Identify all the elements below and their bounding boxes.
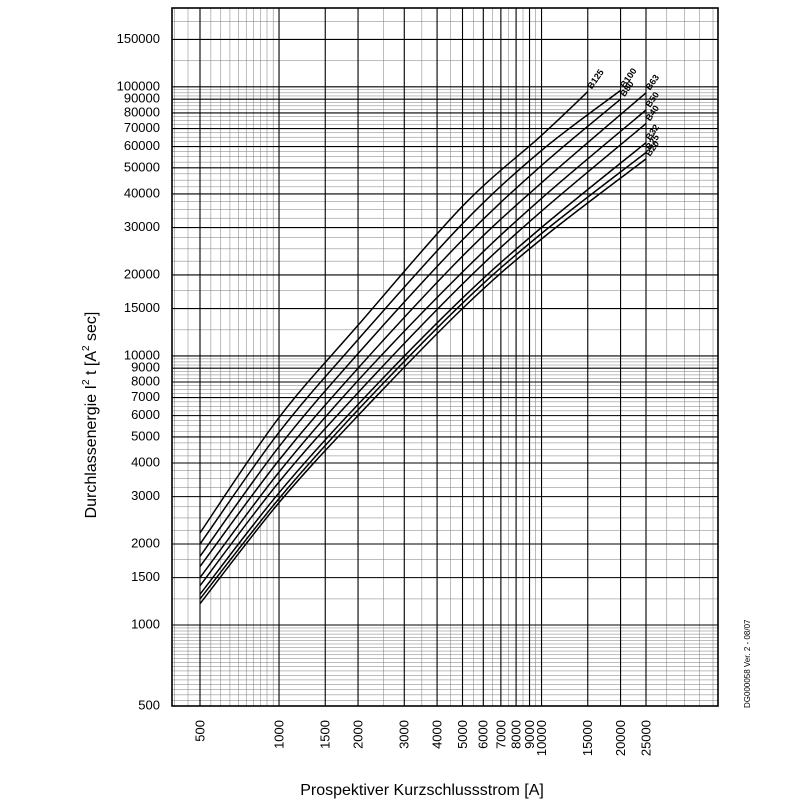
y-tick-label: 40000 [124,185,160,200]
y-tick-label: 10000 [124,347,160,362]
y-tick-label: 2000 [131,535,160,550]
y-tick-label: 500 [138,697,160,712]
x-axis-title: Prospektiver Kurzschlussstrom [A] [300,782,544,799]
plot-frame [171,7,719,707]
x-tick-label: 10000 [534,720,549,756]
series-line-b40 [199,123,647,587]
x-tick-label: 20000 [613,720,628,756]
x-tick-label: 6000 [476,720,491,749]
y-tick-label: 100000 [117,78,160,93]
series-line-b50 [199,109,647,579]
series-layer [199,89,647,605]
y-axis-title-middle: t [A [83,351,100,380]
y-tick-labels: 5001000150020003000400050006000700080009… [117,31,160,713]
x-tick-label: 4000 [430,720,445,749]
x-tick-label: 3000 [397,720,412,749]
y-tick-label: 9000 [131,360,160,375]
y-tick-label: 30000 [124,219,160,234]
major-grid [172,8,718,707]
series-line-b63 [199,92,647,567]
y-tick-label: 15000 [124,300,160,315]
y-tick-label: 7000 [131,389,160,404]
y-tick-label: 6000 [131,407,160,422]
series-line-b20 [199,158,647,605]
y-tick-label: 80000 [124,104,160,119]
y-tick-label: 60000 [124,138,160,153]
x-tick-label: 9000 [522,720,537,749]
x-tick-label: 1000 [271,720,286,749]
x-tick-label: 15000 [580,720,595,756]
x-tick-label: 1500 [318,720,333,749]
y-tick-label: 20000 [124,266,160,281]
y-tick-label: 5000 [131,428,160,443]
series-line-b25 [199,151,647,600]
y-tick-label: 50000 [124,159,160,174]
y-tick-label: 150000 [117,31,160,46]
y-tick-label: 70000 [124,120,160,135]
y-tick-label: 1000 [131,616,160,631]
series-line-b32 [199,142,647,595]
series-line-b100 [199,89,622,545]
reference-code: DG000058 Ver. 2 - 08/07 [743,619,752,708]
x-tick-label: 8000 [509,720,524,749]
y-axis-title-superscript-2: 2 [81,345,92,351]
x-tick-label: 2000 [350,720,365,749]
x-tick-label: 7000 [493,720,508,749]
y-tick-label: 90000 [124,91,160,106]
y-tick-label: 8000 [131,373,160,388]
series-line-b125 [199,91,589,534]
y-tick-label: 3000 [131,488,160,503]
minor-grid [172,8,718,706]
x-tick-labels: 500 1000 1500 2000 3000 4000 5000 6000 7000 80009… [192,720,653,756]
y-tick-label: 4000 [131,454,160,469]
y-tick-label: 1500 [131,569,160,584]
series-line-b80 [199,98,622,557]
x-tick-label: 25000 [638,720,653,756]
y-axis-title-superscript-1: 2 [81,379,92,385]
x-tick-label: 500 [192,720,207,742]
y-axis-title: Durchlassenergie I2 t [A2 sec] [81,312,100,519]
x-tick-label: 5000 [455,720,470,749]
y-axis-title-end: sec] [83,312,100,346]
y-axis-title-main: Durchlassenergie I [83,385,100,518]
